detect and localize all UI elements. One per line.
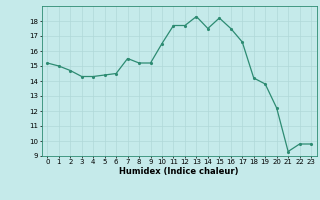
X-axis label: Humidex (Indice chaleur): Humidex (Indice chaleur)	[119, 167, 239, 176]
